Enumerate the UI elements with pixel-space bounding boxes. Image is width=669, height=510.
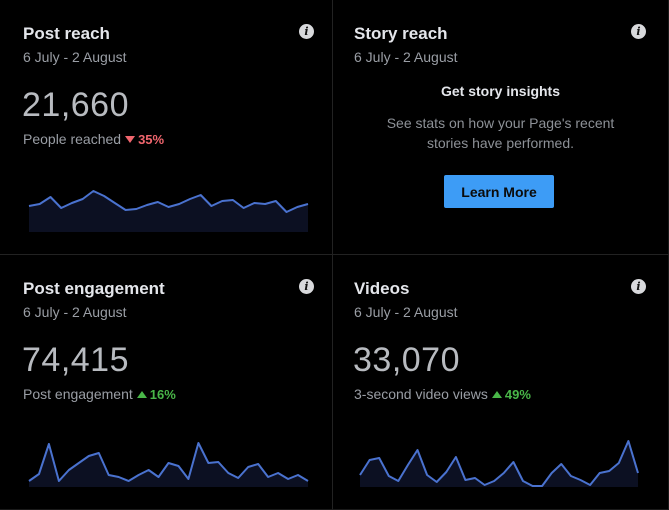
sparkline-chart <box>28 442 309 487</box>
date-range: 6 July - 2 August <box>23 49 127 65</box>
description-line: stories have performed. <box>426 135 575 151</box>
sparkline-line <box>359 440 639 487</box>
metric-row: 3-second video views 49% <box>354 386 531 402</box>
metric-row: Post engagement 16% <box>23 386 176 402</box>
learn-more-button[interactable]: Learn More <box>444 175 554 208</box>
change-badge: 49% <box>504 387 531 402</box>
change-badge: 16% <box>149 387 176 402</box>
info-icon[interactable]: i <box>299 24 314 39</box>
triangle-down-icon <box>125 136 136 143</box>
metric-label: Post engagement <box>23 386 133 402</box>
sparkline-area <box>360 441 638 487</box>
date-range: 6 July - 2 August <box>23 304 127 320</box>
info-icon[interactable]: i <box>631 279 646 294</box>
metric-value: 74,415 <box>22 341 129 379</box>
metric-label: 3-second video views <box>354 386 488 402</box>
triangle-up-icon <box>136 391 147 398</box>
sparkline-chart <box>359 440 639 487</box>
sparkline-area <box>29 191 308 232</box>
date-range: 6 July - 2 August <box>354 304 458 320</box>
story-insights-description: See stats on how your Page's recent stor… <box>333 113 668 153</box>
metric-value: 21,660 <box>22 86 129 124</box>
info-icon[interactable]: i <box>631 24 646 39</box>
card-title: Videos <box>354 279 410 298</box>
triangle-up-icon <box>491 391 502 398</box>
info-icon[interactable]: i <box>299 279 314 294</box>
post-reach-card[interactable]: Post reach 6 July - 2 August i 21,660 Pe… <box>0 0 333 255</box>
story-insights-heading: Get story insights <box>440 83 561 99</box>
sparkline-area <box>29 443 308 487</box>
sparkline-chart <box>28 190 309 232</box>
description-line: See stats on how your Page's recent <box>386 115 615 131</box>
card-title: Post engagement <box>23 279 165 298</box>
sparkline-line <box>28 190 309 213</box>
sparkline-line <box>28 442 309 482</box>
post-engagement-card[interactable]: Post engagement 6 July - 2 August i 74,4… <box>0 255 333 510</box>
metric-label: People reached <box>23 131 122 147</box>
card-title: Story reach <box>354 24 448 43</box>
metric-value: 33,070 <box>353 341 460 379</box>
videos-card[interactable]: Videos 6 July - 2 August i 33,070 3-seco… <box>333 255 669 510</box>
date-range: 6 July - 2 August <box>354 49 458 65</box>
change-badge: 35% <box>138 132 165 147</box>
story-reach-card: Story reach 6 July - 2 August i Get stor… <box>333 0 669 255</box>
card-title: Post reach <box>23 24 110 43</box>
metric-row: People reached 35% <box>23 131 164 147</box>
